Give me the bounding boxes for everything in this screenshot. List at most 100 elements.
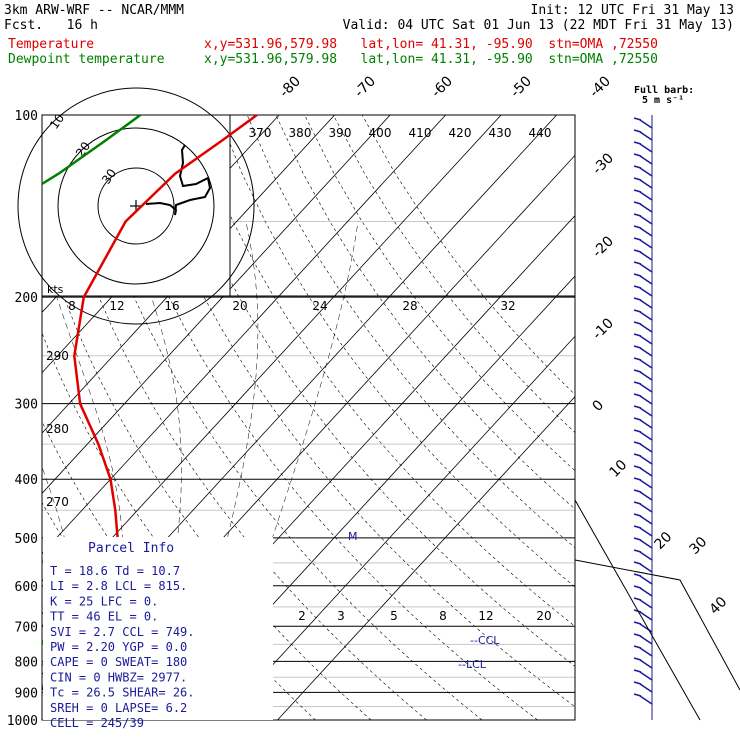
wind-barb	[639, 491, 653, 501]
pressure-label: 300	[15, 398, 38, 413]
wind-barb	[633, 249, 642, 253]
isotherm-label: -80	[277, 73, 304, 100]
wind-barb	[639, 647, 653, 657]
parcel-info-row: CIN = 0 HWBZ= 2977.	[50, 670, 187, 684]
wind-barb	[633, 537, 642, 541]
moist-adiabat-line	[0, 222, 11, 721]
hodograph-ring	[57, 127, 215, 285]
wind-barb	[633, 489, 642, 493]
isotherm-line	[0, 115, 2, 720]
hodograph-speed-label: 8	[68, 299, 76, 313]
mixing-ratio-label: 3	[337, 609, 345, 623]
dewpoint-legend-label: Dewpoint temperature	[8, 52, 165, 67]
isotherm-label: -60	[429, 73, 456, 100]
model-title: 3km ARW-WRF -- NCAR/MMM	[4, 3, 185, 18]
wind-barb	[639, 155, 653, 165]
annotation-ccl: --CCL	[470, 634, 500, 647]
wind-barb	[633, 597, 642, 601]
wind-barb	[633, 189, 642, 193]
isotherm-label: 40	[707, 594, 731, 618]
wind-barb	[639, 599, 653, 609]
isotherm-line	[277, 396, 575, 720]
barb-legend-speed: 5 m s⁻¹	[642, 95, 685, 106]
theta-e-label: 380	[289, 126, 312, 140]
dry-adiabat-line	[304, 115, 575, 472]
wind-barb	[639, 503, 653, 513]
isotherm-line	[42, 115, 502, 615]
dry-adiabat-line	[189, 115, 575, 627]
valid-time: Valid: 04 UTC Sat 01 Jun 13 (22 MDT Fri …	[342, 18, 734, 33]
forecast-hour: Fcst. 16 h	[4, 18, 98, 33]
dry-adiabat-line	[74, 115, 483, 720]
wind-barb	[633, 585, 642, 589]
wind-barb	[633, 333, 642, 337]
parcel-info-panel	[43, 537, 273, 720]
wind-barb	[633, 405, 642, 409]
mixing-ratio-label: 12	[478, 609, 493, 623]
wind-barb	[639, 671, 653, 681]
wind-barb	[639, 131, 653, 141]
wind-barb	[639, 539, 653, 549]
wind-barb	[633, 345, 642, 349]
wind-barb	[633, 201, 642, 205]
wind-barb	[639, 143, 653, 153]
wind-barb	[633, 465, 642, 469]
mixing-ratio-label: 5	[390, 609, 398, 623]
wind-barb	[639, 479, 653, 489]
wind-barb	[633, 441, 642, 445]
wind-barb	[633, 261, 642, 265]
wind-barb	[639, 395, 653, 405]
wind-barb	[633, 153, 642, 157]
theta-e-label: 420	[449, 126, 472, 140]
wind-barb	[633, 501, 642, 505]
wind-barb	[633, 165, 642, 169]
theta-e-label: 400	[369, 126, 392, 140]
temperature-location: x,y=531.96,579.98 lat,lon= 41.31, -95.90…	[204, 37, 658, 52]
theta-e-label: 430	[489, 126, 512, 140]
wind-barb	[633, 117, 642, 121]
wind-barb	[639, 419, 653, 429]
pressure-label: 600	[15, 580, 38, 595]
isotherm-label: 0	[590, 397, 608, 415]
wind-barb	[639, 335, 653, 345]
wind-barb	[633, 693, 642, 697]
parcel-info-row: SVI = 2.7 CCL = 749.	[50, 625, 195, 639]
wind-barb	[639, 323, 653, 333]
wind-barb	[633, 669, 642, 673]
wind-barb	[639, 299, 653, 309]
wind-barb	[639, 167, 653, 177]
wind-barb	[633, 141, 642, 145]
wind-barb	[633, 273, 642, 277]
wind-barb	[633, 453, 642, 457]
mixing-ratio-label: 20	[536, 609, 551, 623]
wind-barb	[639, 275, 653, 285]
theta-e-label: 390	[329, 126, 352, 140]
wind-barb	[633, 513, 642, 517]
wind-barb	[639, 287, 653, 297]
wind-barb	[639, 191, 653, 201]
wind-barb	[639, 455, 653, 465]
temperature-legend-label: Temperature	[8, 37, 95, 52]
dry-adiabat-line	[45, 115, 427, 720]
wind-barb	[633, 477, 642, 481]
wind-barb	[639, 119, 653, 129]
dry-adiabat-line	[160, 115, 575, 667]
isotherm-line	[42, 115, 446, 555]
wind-barb	[639, 371, 653, 381]
theta-e-label: 410	[409, 126, 432, 140]
isotherm-label: 20	[652, 529, 676, 553]
dry-adiabat-line	[218, 115, 575, 588]
pressure-label: 700	[15, 620, 38, 635]
parcel-info-row: CAPE = 0 SWEAT= 180	[50, 655, 187, 669]
hodograph-units-label: kts	[47, 283, 64, 296]
isotherm-label: -40	[587, 73, 614, 100]
wind-barb	[639, 527, 653, 537]
parcel-info-row: T = 18.6 Td = 10.7	[50, 564, 180, 578]
annotation-m: M	[348, 530, 358, 543]
dry-adiabat-line	[361, 115, 575, 396]
parcel-info-row: Tc = 26.5 SHEAR= 26.	[50, 686, 195, 700]
mixing-ratio-label: 8	[439, 609, 447, 623]
wind-barb	[639, 263, 653, 273]
isotherm-label: 10	[607, 457, 631, 481]
wind-barb	[633, 633, 642, 637]
